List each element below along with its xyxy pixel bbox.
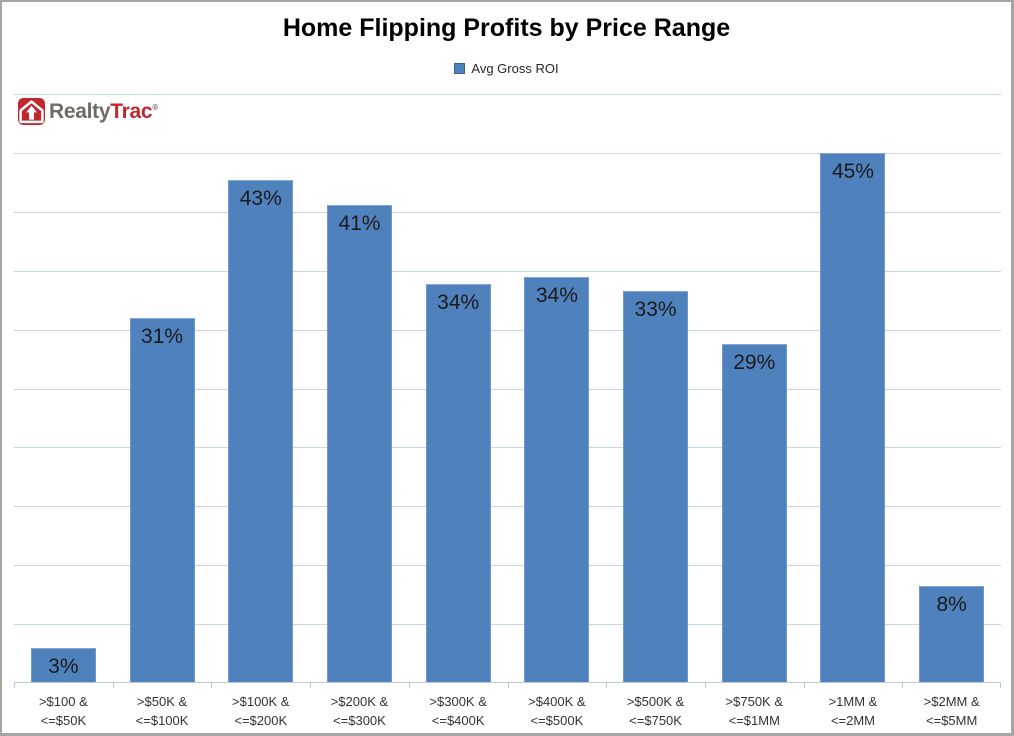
bar: 31% [129,317,195,683]
bar-category-cell: 43% [211,94,310,683]
axis-tick [113,683,114,688]
bar-value-label: 29% [733,350,776,374]
axis-tick [211,683,212,688]
gridline [14,329,1001,331]
legend-swatch-icon [454,63,466,74]
bar: 29% [721,343,787,683]
realtytrac-logo: RealtyTrac® [18,98,158,125]
bar-category-cell: 29% [705,94,804,683]
axis-tick [705,683,706,688]
gridline [14,211,1001,213]
bars-container: 3% 31% 43% 41% 34% 34% 33% 29% 45% 8% [14,94,1001,683]
axis-tick [902,683,903,688]
bar: 8% [919,586,985,683]
bar-category-cell: 41% [310,94,409,683]
axis-tick [508,683,509,688]
axis-tick [804,683,805,688]
x-axis-labels: >$100 & <=$50K >$50K & <=$100K >$100K & <=$20… [14,692,1001,730]
x-axis-label: >$500K & <=$750K [626,694,685,728]
bar-value-label: 41% [338,211,381,235]
x-axis-label: >$50K & <=$100K [135,694,189,728]
gridline [14,270,1001,272]
x-axis-label: >$100 & <=$50K [38,694,88,728]
legend: Avg Gross ROI [2,61,1011,76]
plot-area: 3% 31% 43% 41% 34% 34% 33% 29% 45% 8% [14,94,1001,688]
bar-category-cell: 31% [113,94,212,683]
bar-value-label: 43% [239,187,282,210]
bar-category-cell: 3% [14,94,113,683]
bar-value-label: 33% [634,297,677,321]
axis-tick [14,683,15,688]
gridline [14,447,1001,449]
bar: 33% [623,290,689,683]
x-axis-label: >$100K & <=$200K [232,694,290,728]
bar-value-label: 45% [831,159,874,183]
x-axis-label: >1MM & <=2MM [828,694,878,728]
bar-category-cell: 34% [409,94,508,683]
x-axis-label: >$2MM & <=$5MM [923,694,980,728]
gridline [14,506,1001,508]
bar-category-cell: 34% [508,94,607,683]
gridline [14,388,1001,390]
x-axis-line [14,682,1001,683]
bar-value-label: 3% [48,654,79,678]
bar-value-label: 31% [141,324,184,348]
bar-category-cell: 8% [902,94,1001,683]
bar: 43% [228,180,294,683]
bar-value-label: 34% [437,290,480,314]
bar: 3% [30,647,96,683]
bar-value-label: 8% [936,593,967,617]
bar: 45% [820,152,886,683]
gridline [14,94,1001,95]
x-axis-label: >$400K & <=$500K [528,694,586,728]
bar-category-cell: 45% [804,94,903,683]
chart-title: Home Flipping Profits by Price Range [282,14,731,42]
x-axis-label: >$200K & <=$300K [330,694,389,728]
logo-wordmark: RealtyTrac® [49,100,158,124]
bar: 34% [524,276,590,683]
legend-label: Avg Gross ROI [471,61,559,76]
gridline [14,152,1001,154]
logo-text-trac: Trac [110,99,153,123]
x-axis-label: >$300K & <=$400K [429,694,487,728]
axis-tick [310,683,311,688]
axis-tick [606,683,607,688]
axis-tick [409,683,410,688]
axis-tick [1000,683,1001,688]
gridline [14,565,1001,567]
bar: 41% [326,204,392,683]
bar-category-cell: 33% [606,94,705,683]
gridline [14,624,1001,626]
registered-mark: ® [152,102,158,112]
house-arrow-icon [18,98,45,125]
bar: 34% [425,283,491,683]
x-axis-label: >$750K & <=$1MM [725,694,783,728]
bar-value-label: 34% [535,283,578,307]
logo-text-realty: Realty [49,99,111,123]
